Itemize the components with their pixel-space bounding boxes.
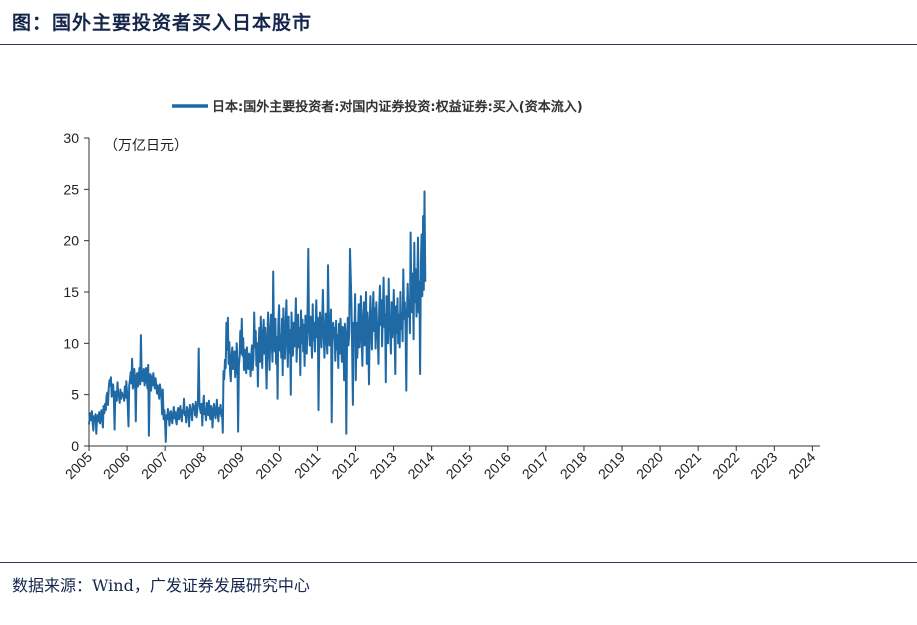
x-tick-label: 2016 — [481, 449, 514, 482]
x-tick-label: 2012 — [328, 449, 361, 482]
unit-label: （万亿日元） — [104, 138, 188, 154]
x-tick-label: 2010 — [252, 449, 285, 482]
page-title: 图：国外主要投资者买入日本股市 — [12, 12, 313, 34]
legend-label: 日本:国外主要投资者:对国内证券投资:权益证券:买入(资本流入) — [212, 99, 583, 115]
x-tick-label: 2014 — [404, 449, 437, 482]
series-line — [88, 190, 427, 443]
y-tick-label: 10 — [63, 335, 79, 351]
x-tick-label: 2006 — [100, 449, 133, 482]
x-tick-label: 2008 — [176, 449, 209, 482]
y-tick-label: 0 — [71, 438, 79, 454]
y-tick-label: 20 — [63, 233, 79, 249]
source-note: 数据来源：Wind，广发证券发展研究中心 — [12, 576, 310, 595]
x-tick-label: 2020 — [633, 449, 666, 482]
x-tick-label: 2007 — [138, 449, 171, 482]
x-tick-label: 2022 — [709, 449, 742, 482]
y-tick-label: 25 — [63, 181, 79, 197]
y-tick-label: 15 — [63, 284, 79, 300]
x-tick-label: 2021 — [671, 449, 704, 482]
x-tick-label: 2013 — [366, 449, 399, 482]
x-tick-label: 2019 — [595, 449, 628, 482]
x-tick-label: 2011 — [291, 449, 324, 482]
y-tick-label: 5 — [71, 387, 79, 403]
bottom-divider — [0, 562, 917, 563]
y-tick-label: 30 — [63, 130, 79, 146]
top-divider — [0, 44, 917, 45]
y-ticks: 0 5 10 15 20 25 30 — [63, 130, 89, 454]
x-tick-label: 2017 — [519, 449, 552, 482]
x-tick-label: 2023 — [747, 449, 780, 482]
x-tick-label: 2015 — [443, 449, 476, 482]
chart: 日本:国外主要投资者:对国内证券投资:权益证券:买入(资本流入) （万亿日元） … — [62, 99, 820, 482]
x-tick-label: 2024 — [785, 449, 818, 482]
x-tick-label: 2009 — [214, 449, 247, 482]
x-ticks: 2005 2006 2007 2008 2009 2010 2011 2012 2013 2014… — [62, 446, 819, 482]
x-tick-label: 2018 — [557, 449, 590, 482]
x-tick-label: 2005 — [62, 449, 95, 482]
